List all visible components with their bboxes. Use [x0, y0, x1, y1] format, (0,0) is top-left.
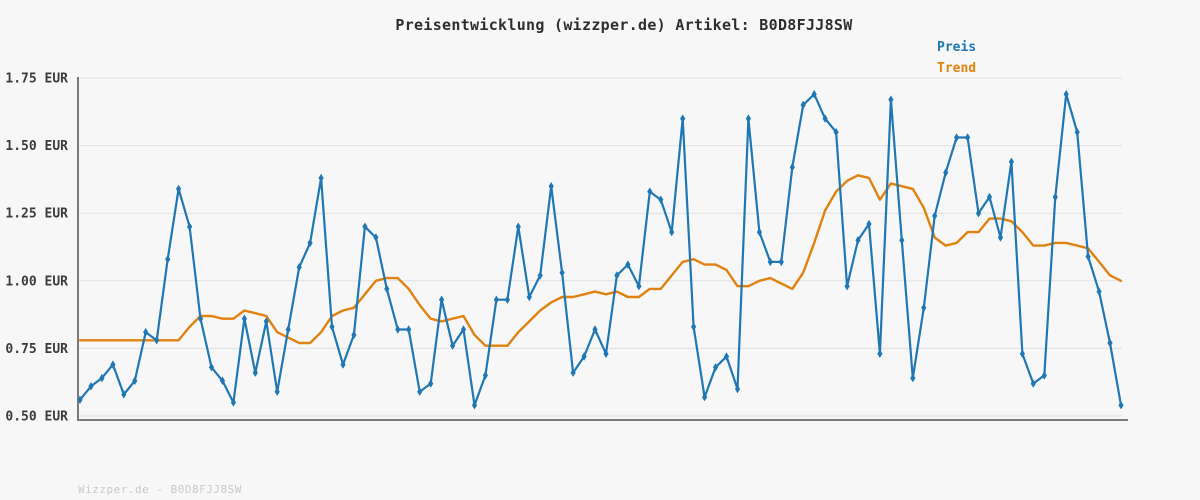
y-axis-tick-label: 1.25 EUR [5, 207, 68, 222]
y-axis-tick-label: 1.50 EUR [5, 139, 68, 154]
legend: Preis Trend [937, 37, 976, 79]
y-axis-tick-label: 0.50 EUR [5, 410, 68, 425]
chart-title: Preisentwicklung (wizzper.de) Artikel: B… [395, 16, 853, 34]
y-axis-tick-label: 1.00 EUR [5, 274, 68, 289]
y-axis-tick-label: 1.75 EUR [5, 72, 68, 87]
preis-markers [77, 90, 1124, 410]
footer-watermark: Wizzper.de - B0D8FJJ8SW [78, 483, 242, 496]
y-axis-tick-label: 0.75 EUR [5, 342, 68, 357]
preis-line [78, 93, 1123, 407]
legend-item-preis: Preis [937, 40, 977, 55]
legend-item-trend: Trend [937, 61, 977, 76]
trend-line [78, 174, 1123, 347]
